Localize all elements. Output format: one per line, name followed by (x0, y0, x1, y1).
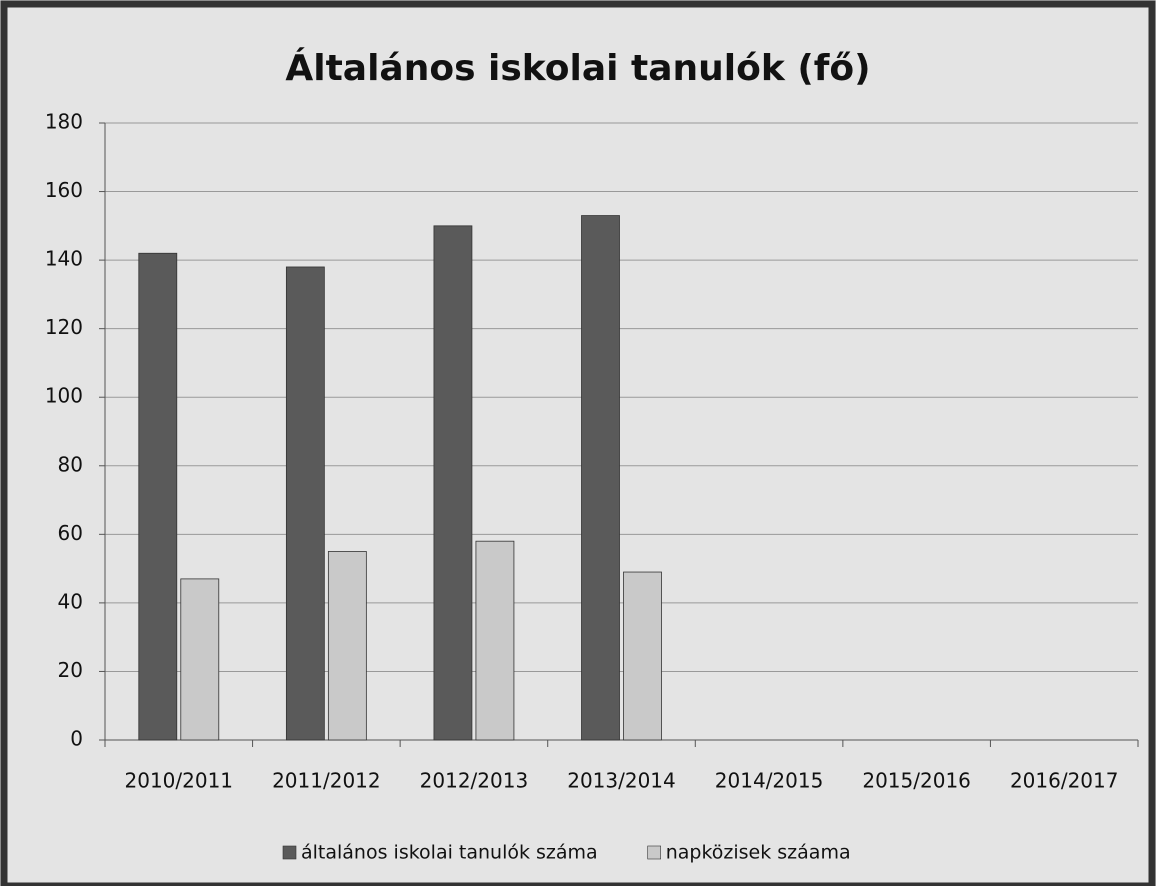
y-tick-label: 0 (70, 727, 83, 751)
y-tick-label: 160 (45, 178, 83, 202)
x-tick-label: 2014/2015 (715, 769, 824, 793)
chart-title: Általános iskolai tanulók (fő) (285, 47, 870, 89)
x-tick-label: 2010/2011 (125, 769, 234, 793)
x-tick-label: 2016/2017 (1010, 769, 1119, 793)
legend-swatch (647, 845, 662, 860)
y-tick-label: 80 (58, 452, 83, 476)
y-tick-label: 60 (58, 521, 83, 545)
y-tick-label: 180 (45, 110, 83, 134)
bar (475, 540, 515, 741)
x-tick-label: 2012/2013 (420, 769, 529, 793)
x-tick-label: 2011/2012 (272, 769, 381, 793)
legend-label: általános iskolai tanulók száma (301, 842, 598, 864)
x-tick-label: 2015/2016 (862, 769, 971, 793)
bar (180, 578, 220, 741)
bar (433, 225, 473, 741)
bar (581, 215, 620, 741)
bar (138, 252, 178, 741)
y-tick-label: 100 (45, 384, 83, 408)
bar (285, 266, 325, 741)
bar (327, 551, 367, 741)
y-tick-label: 20 (58, 658, 83, 682)
legend-label: napközisek száama (666, 842, 851, 864)
y-tick-label: 120 (45, 315, 83, 339)
bar (623, 571, 662, 741)
legend-swatch (282, 845, 297, 860)
x-tick-label: 2013/2014 (567, 769, 676, 793)
y-tick-label: 140 (45, 247, 83, 271)
y-tick-label: 40 (58, 589, 83, 613)
